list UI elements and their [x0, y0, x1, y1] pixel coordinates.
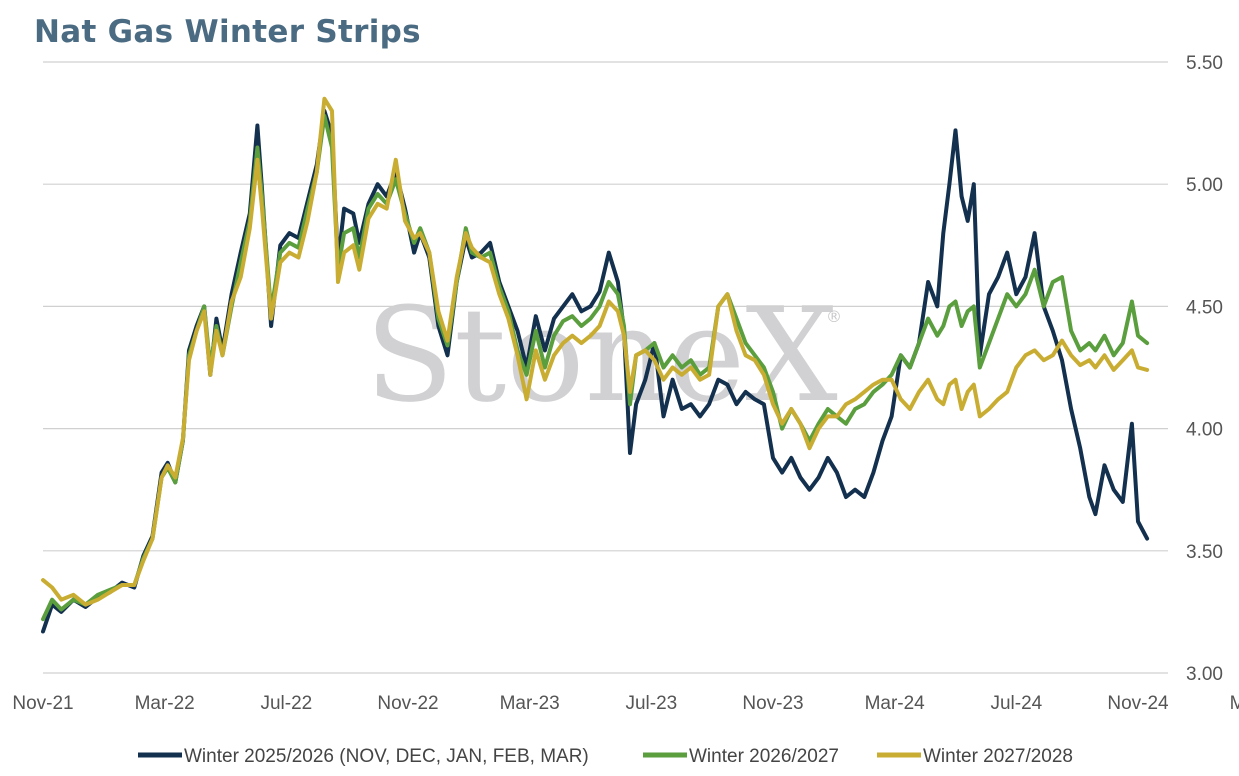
y-tick-label: 5.00 [1186, 175, 1223, 196]
chart-title: Nat Gas Winter Strips [34, 14, 421, 50]
y-tick-label: 5.50 [1186, 53, 1223, 74]
x-tick-label: Mar-22 [135, 693, 195, 714]
y-tick-label: 3.00 [1186, 664, 1223, 685]
series-line-1 [41, 108, 1150, 634]
x-tick-label: Jul-24 [990, 693, 1042, 714]
legend: Winter 2025/2026 (NOV, DEC, JAN, FEB, MA… [138, 746, 1073, 767]
series-lines [41, 96, 1150, 634]
registered-mark-icon: ® [826, 307, 842, 326]
x-tick-label: Nov-24 [1107, 693, 1169, 714]
y-tick-label: 4.00 [1186, 420, 1223, 441]
y-tick-label: 3.50 [1186, 542, 1223, 563]
x-tick-label: Nov-22 [377, 693, 438, 714]
y-axis: 3.00 3.50 4.00 4.50 5.00 5.50 [1186, 53, 1223, 685]
legend-label-2: Winter 2026/2027 [689, 746, 839, 767]
x-tick-label: Mar-23 [500, 693, 560, 714]
legend-label-3: Winter 2027/2028 [923, 746, 1073, 767]
x-axis: Nov-21 Mar-22 Jul-22 Nov-22 Mar-23 Jul-23 Nov-… [12, 693, 1239, 714]
x-tick-label: Nov-23 [742, 693, 803, 714]
x-tick-label: Jul-22 [260, 693, 312, 714]
legend-label-1: Winter 2025/2026 (NOV, DEC, JAN, FEB, MA… [184, 746, 589, 767]
series-line-3 [41, 96, 1150, 607]
x-tick-label: Jul-23 [625, 693, 677, 714]
y-tick-label: 4.50 [1186, 297, 1223, 318]
x-tick-label: Mar-25 [1230, 693, 1239, 714]
x-tick-label: Mar-24 [865, 693, 926, 714]
x-tick-label: Nov-21 [12, 693, 73, 714]
